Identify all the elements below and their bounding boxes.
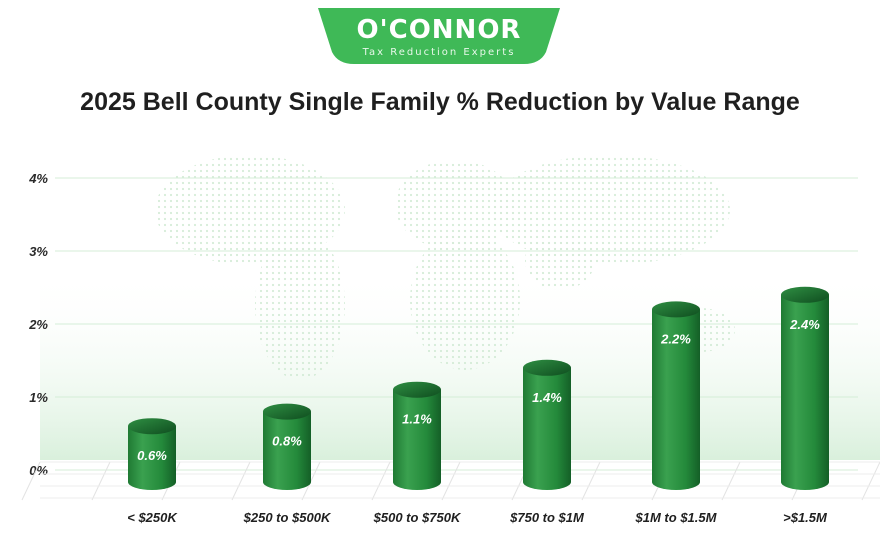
x-tick-label: $750 to $1M	[509, 510, 585, 525]
bar-body	[523, 367, 571, 490]
y-tick-label: 1%	[29, 390, 48, 405]
floor-line	[231, 461, 251, 501]
y-tick-label: 4%	[28, 171, 48, 186]
bar-top	[393, 381, 441, 398]
x-tick-label: < $250K	[127, 510, 178, 525]
bar-top	[781, 286, 829, 303]
bar	[128, 418, 176, 490]
map-landmass	[490, 155, 730, 265]
bar-body	[652, 309, 700, 490]
data-label: 0.6%	[137, 448, 167, 463]
chart-title: 2025 Bell County Single Family % Reducti…	[80, 88, 800, 116]
map-landmass	[255, 230, 345, 380]
data-label: 1.1%	[402, 412, 432, 427]
floor-line	[581, 461, 601, 501]
bar-top	[263, 403, 311, 420]
brand-tagline: Tax Reduction Experts	[362, 47, 516, 58]
x-tick-label: $500 to $750K	[373, 510, 462, 525]
floor-line	[91, 461, 111, 501]
y-tick-label: 3%	[29, 244, 48, 259]
floor-line	[371, 461, 391, 501]
map-landmass	[525, 230, 595, 290]
data-label: 2.4%	[789, 317, 820, 332]
y-tick-label: 2%	[28, 317, 48, 332]
floor-line	[721, 461, 741, 501]
bar-top	[523, 359, 571, 376]
floor-line	[861, 461, 880, 501]
bar	[652, 301, 700, 490]
bar-top	[652, 301, 700, 318]
bar-body	[781, 294, 829, 490]
brand-name: O'CONNOR	[356, 15, 522, 45]
bar	[263, 403, 311, 490]
logo-banner	[318, 8, 560, 64]
floor-line	[441, 461, 461, 501]
data-label: 0.8%	[272, 434, 302, 449]
x-tick-label: >$1.5M	[783, 510, 828, 525]
bar-body	[393, 389, 441, 490]
map-landmass	[395, 160, 515, 250]
bar-top	[128, 418, 176, 435]
bar	[523, 359, 571, 490]
x-tick-label: $1M to $1.5M	[635, 510, 718, 525]
data-label: 1.4%	[532, 390, 562, 405]
bar-body	[263, 411, 311, 490]
bar	[393, 381, 441, 490]
floor-grid	[21, 461, 880, 501]
x-tick-label: $250 to $500K	[243, 510, 332, 525]
data-label: 2.2%	[660, 331, 691, 346]
brand-logo: O'CONNOR Tax Reduction Experts	[318, 8, 560, 66]
bar	[781, 286, 829, 490]
map-landmass	[410, 230, 520, 370]
bar-body	[128, 426, 176, 490]
floor-line	[21, 461, 41, 501]
